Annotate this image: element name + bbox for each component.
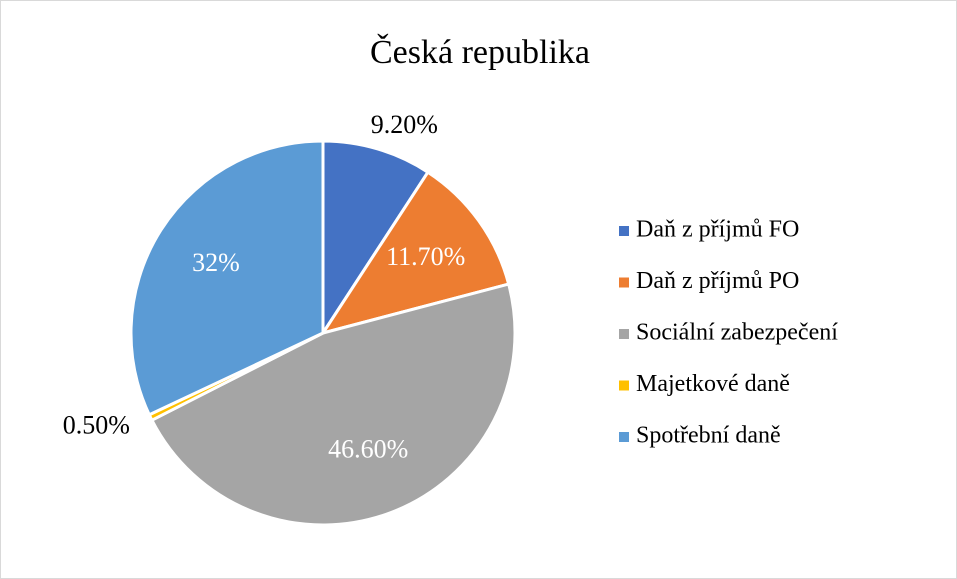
- chart-title: Česká republika: [370, 33, 590, 71]
- legend-label: Daň z příjmů FO: [636, 217, 799, 243]
- legend-label: Majetkové daně: [636, 371, 790, 397]
- data-label: 11.70%: [386, 242, 465, 271]
- legend-swatch: [619, 226, 629, 236]
- pie-slice: [321, 139, 430, 339]
- legend-swatch: [619, 329, 629, 339]
- legend-swatch: [619, 432, 629, 442]
- data-label: 46.60%: [328, 434, 408, 463]
- legend-label: Sociální zabezpečení: [636, 320, 838, 346]
- pie-slice: [319, 170, 511, 336]
- pie-slice: [129, 139, 325, 417]
- pie-slice: [149, 282, 517, 527]
- legend-label: Spotřební daně: [636, 423, 781, 449]
- data-label: 32%: [192, 248, 240, 277]
- legend-label: Daň z příjmů PO: [636, 268, 799, 294]
- legend-swatch: [619, 277, 629, 288]
- legend-swatch: [619, 380, 629, 391]
- data-label: 9.20%: [371, 110, 438, 139]
- data-label: 0.50%: [63, 411, 130, 440]
